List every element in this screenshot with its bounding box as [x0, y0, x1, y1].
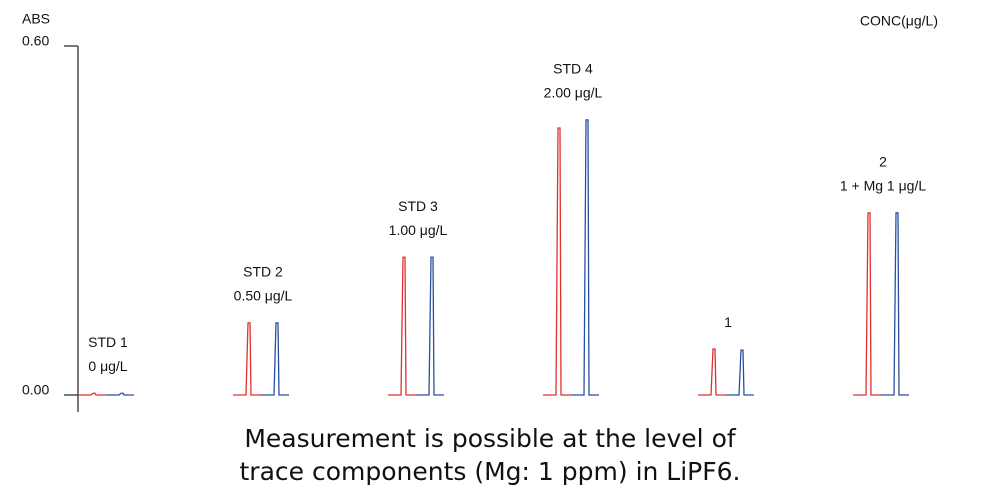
- peak: [881, 212, 909, 396]
- peak: [726, 349, 754, 396]
- unit-label: CONC(μg/L): [860, 13, 938, 29]
- peak: [571, 119, 599, 396]
- caption: Measurement is possible at the level of: [244, 424, 737, 453]
- peak: [106, 392, 134, 396]
- concentration-label: 1 + Mg 1 μg/L: [840, 178, 926, 194]
- sample-label: STD 4: [553, 61, 593, 77]
- sample-label: STD 2: [243, 264, 283, 280]
- peak: [233, 322, 261, 396]
- caption: trace components (Mg: 1 ppm) in LiPF6.: [239, 457, 740, 486]
- sample-label: STD 3: [398, 198, 438, 214]
- peak: [78, 392, 106, 396]
- concentration-label: 1.00 μg/L: [389, 222, 448, 238]
- peak: [853, 212, 881, 396]
- peak: [388, 256, 416, 396]
- peak: [698, 348, 726, 396]
- sample-label: 1: [724, 314, 732, 330]
- peak: [416, 256, 444, 396]
- concentration-label: 0 μg/L: [88, 358, 127, 374]
- concentration-label: 2.00 μg/L: [544, 85, 603, 101]
- peak: [261, 322, 289, 396]
- sample-label: STD 1: [88, 334, 128, 350]
- sample-label: 2: [879, 154, 887, 170]
- y-axis-label: ABS: [22, 11, 50, 27]
- peak: [543, 127, 571, 396]
- concentration-label: 0.50 μg/L: [234, 288, 293, 304]
- y-tick-label: 0.60: [22, 33, 49, 49]
- y-tick-label: 0.00: [22, 382, 49, 398]
